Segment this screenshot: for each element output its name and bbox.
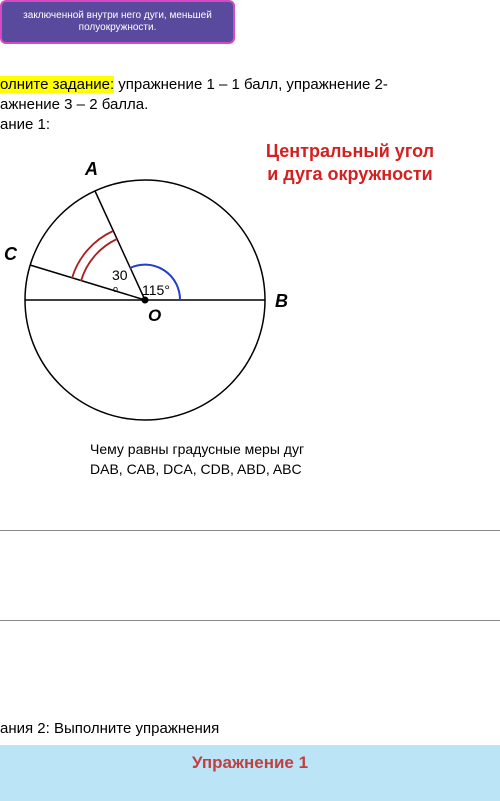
label-a: A	[84, 159, 98, 179]
question-line2: DAB, CAB, DCA, CDB, ABD, ABC	[90, 461, 302, 477]
radius-oa	[95, 191, 145, 300]
exercise1-box: Упражнение 1	[0, 745, 500, 801]
theorem-text: заключенной внутри него дуги, меньшей по…	[8, 10, 227, 34]
task-instruction-line3: ание 1:	[0, 116, 50, 133]
theorem-box: заключенной внутри него дуги, меньшей по…	[0, 0, 235, 44]
divider-1	[0, 530, 500, 531]
question-line1: Чему равны градусные меры дуг	[90, 441, 304, 457]
divider-2	[0, 620, 500, 621]
label-o: O	[148, 306, 161, 325]
angle-115-label: 115°	[142, 282, 170, 298]
label-b: B	[275, 291, 288, 311]
task2-label: ания 2: Выполните упражнения	[0, 720, 219, 737]
exercise1-title: Упражнение 1	[192, 753, 308, 772]
label-c: C	[4, 244, 18, 264]
radius-oc	[30, 265, 145, 300]
angle-30-label: 30	[112, 267, 128, 283]
angle-30-arc2	[72, 231, 113, 278]
task-instruction-line1: олните задание: упражнение 1 – 1 балл, у…	[0, 76, 388, 93]
task-highlight: олните задание:	[0, 76, 114, 93]
circle-diagram: A B C O 30 o 115°	[0, 145, 320, 445]
task-instruction-line2: ажнение 3 – 2 балла.	[0, 96, 148, 113]
task-line1-rest: упражнение 1 – 1 балл, упражнение 2-	[114, 76, 388, 93]
angle-30-degree: o	[113, 284, 118, 294]
question-text: Чему равны градусные меры дуг DAB, CAB, …	[90, 440, 304, 479]
